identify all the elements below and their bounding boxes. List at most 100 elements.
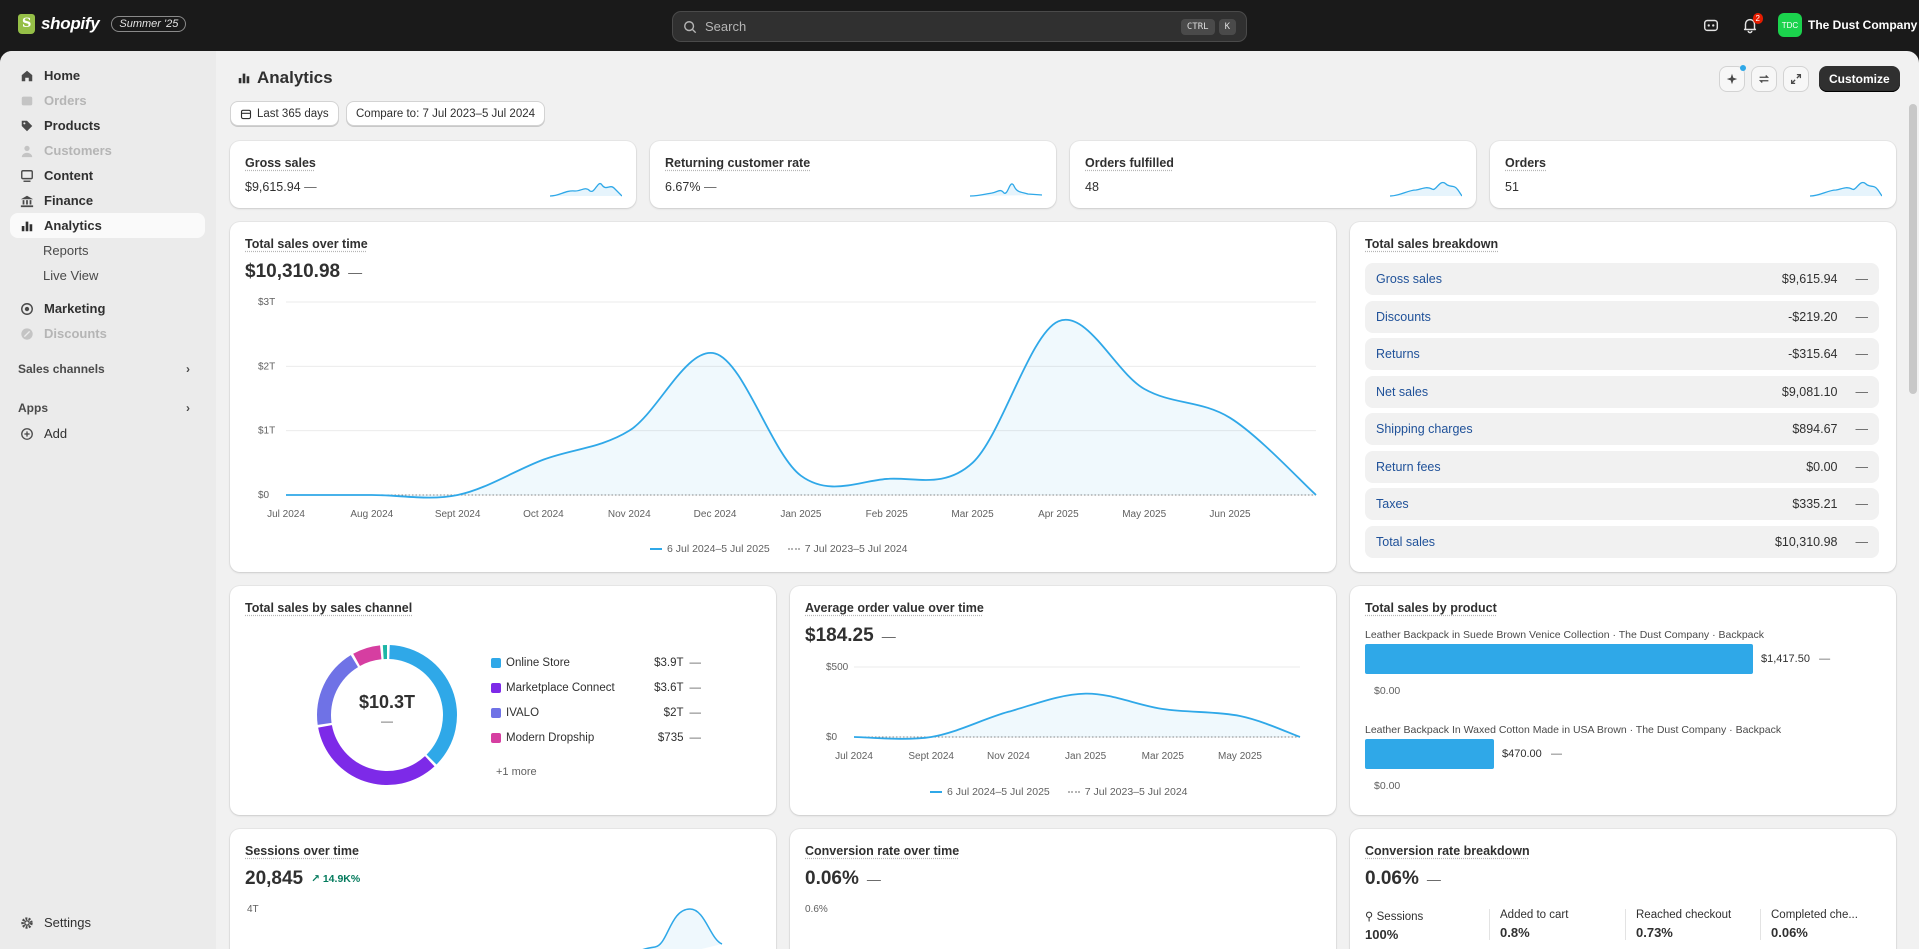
- sidebar-item-add[interactable]: Add: [10, 421, 205, 446]
- sidebar-sub-reports[interactable]: Reports: [43, 243, 89, 258]
- sales-by-channel-card[interactable]: Total sales by sales channel $10.3T — On…: [230, 586, 776, 815]
- x-axis-tick: Jul 2024: [835, 751, 873, 762]
- kpi-card-gross-sales[interactable]: Gross sales $9,615.94 —: [230, 141, 636, 208]
- notifications-bell-icon[interactable]: 2: [1741, 13, 1763, 36]
- breakdown-row[interactable]: Discounts -$219.20 —: [1365, 300, 1879, 333]
- channel-value: $3.9T: [654, 657, 684, 669]
- card-title: Total sales by product: [1365, 601, 1497, 615]
- sidebar-item-settings[interactable]: Settings: [10, 910, 205, 935]
- page-scrollbar[interactable]: [1909, 104, 1917, 394]
- total-sales-chart-card[interactable]: Total sales over time $10,310.98— $0 $1T $…: [230, 222, 1336, 572]
- sales-channels-label: Sales channels: [18, 362, 105, 376]
- sidebar-item-customers[interactable]: Customers: [10, 138, 205, 163]
- kpi-value: 51: [1505, 180, 1519, 194]
- donut-slice[interactable]: [317, 655, 359, 725]
- shopify-logo[interactable]: shopify Summer '25: [18, 14, 187, 34]
- sales-by-product-card[interactable]: Total sales by product Leather Backpack …: [1350, 586, 1896, 815]
- sidebar-item-finance[interactable]: Finance: [10, 188, 205, 213]
- channel-legend-item[interactable]: Modern Dropship $735 —: [491, 732, 701, 744]
- kpi-sparkline: [970, 183, 1042, 197]
- x-axis-tick: Sept 2024: [435, 509, 481, 520]
- breakdown-label[interactable]: Total sales: [1376, 534, 1436, 549]
- kpi-card-orders[interactable]: Orders 51: [1490, 141, 1896, 208]
- channel-legend-item[interactable]: Marketplace Connect $3.6T —: [491, 682, 701, 694]
- sidebar-item-products[interactable]: Products: [10, 113, 205, 138]
- breakdown-row[interactable]: Gross sales $9,615.94 —: [1365, 263, 1879, 295]
- product-bar[interactable]: [1365, 644, 1753, 674]
- kpi-card-returning-customer-rate[interactable]: Returning customer rate 6.67% —: [650, 141, 1056, 208]
- chevron-right-icon: ›: [186, 401, 190, 415]
- sidebar-item-content[interactable]: Content: [10, 163, 205, 188]
- page-title: Analytics: [237, 68, 333, 88]
- legend-current[interactable]: 6 Jul 2024–5 Jul 2025: [930, 786, 1050, 798]
- donut-slice[interactable]: [389, 645, 457, 765]
- donut-slice[interactable]: [382, 645, 387, 660]
- y-axis-tick: $1T: [258, 426, 275, 437]
- sidebar-sales-channels[interactable]: Sales channels ›: [18, 362, 190, 376]
- channel-legend-item[interactable]: Online Store $3.9T —: [491, 657, 701, 669]
- breakdown-row[interactable]: Total sales $10,310.98 —: [1365, 525, 1879, 558]
- breakdown-change: —: [1855, 459, 1869, 474]
- plus-circle-icon: [21, 427, 33, 440]
- breakdown-label[interactable]: Discounts: [1376, 309, 1431, 324]
- breakdown-label[interactable]: Shipping charges: [1376, 422, 1473, 436]
- sparkle-icon: [1726, 73, 1738, 85]
- sidebar-item-home[interactable]: Home: [10, 63, 205, 88]
- breakdown-label[interactable]: Net sales: [1376, 384, 1429, 399]
- donut-slice[interactable]: [353, 645, 382, 666]
- sidebar-item-discounts[interactable]: Discounts: [10, 321, 205, 346]
- product-bar[interactable]: [1365, 739, 1494, 769]
- sidebar: Home Orders Products Customers Content F…: [0, 51, 216, 949]
- conversion-chart-card[interactable]: Conversion rate over time 0.06% — 0.6%: [790, 829, 1336, 949]
- breakdown-label[interactable]: Taxes: [1376, 497, 1409, 511]
- product-value: $470.00 —: [1502, 748, 1562, 760]
- aov-value: $184.25—: [805, 625, 896, 646]
- legend-previous[interactable]: 7 Jul 2023–5 Jul 2024: [1067, 786, 1188, 798]
- breakdown-value: $9,081.10: [1781, 384, 1838, 399]
- search-bar[interactable]: Search CTRL K: [672, 11, 1247, 42]
- sessions-chart-card[interactable]: Sessions over time 20,845 ↗ 14.9K% 4T: [230, 829, 776, 949]
- compare-picker[interactable]: Compare to: 7 Jul 2023–5 Jul 2024: [346, 101, 546, 126]
- breakdown-value: -$315.64: [1788, 347, 1838, 361]
- breakdown-label[interactable]: Gross sales: [1376, 272, 1442, 286]
- breakdown-label[interactable]: Return fees: [1376, 459, 1441, 474]
- refresh-button[interactable]: [1751, 66, 1777, 92]
- fullscreen-button[interactable]: [1783, 66, 1809, 92]
- insights-button[interactable]: [1719, 65, 1746, 92]
- sidebar-item-analytics[interactable]: Analytics: [10, 213, 205, 238]
- channel-legend-item[interactable]: IVALO $2T —: [491, 707, 701, 719]
- notification-count-badge: 2: [1752, 13, 1763, 24]
- date-range-picker[interactable]: Last 365 days: [230, 101, 339, 126]
- assistant-icon[interactable]: [1702, 16, 1722, 36]
- kpi-card-orders-fulfilled[interactable]: Orders fulfilled 48: [1070, 141, 1476, 208]
- sidebar-apps[interactable]: Apps ›: [18, 401, 190, 415]
- channel-name: Online Store: [506, 657, 570, 669]
- customize-button[interactable]: Customize: [1819, 66, 1900, 92]
- legend-current[interactable]: 6 Jul 2024–5 Jul 2025: [650, 543, 770, 555]
- breakdown-row[interactable]: Returns -$315.64 —: [1365, 338, 1879, 370]
- breakdown-row[interactable]: Taxes $335.21 —: [1365, 488, 1879, 520]
- target-icon: [21, 302, 33, 315]
- legend-more-link[interactable]: +1 more: [496, 766, 537, 778]
- sidebar-item-label: Add: [44, 426, 68, 441]
- calendar-icon: [240, 109, 252, 119]
- breakdown-label[interactable]: Returns: [1376, 347, 1420, 361]
- store-menu[interactable]: TDC The Dust Company: [1778, 13, 1917, 37]
- breakdown-row[interactable]: Shipping charges $894.67 —: [1365, 413, 1879, 445]
- sidebar-item-marketing[interactable]: Marketing: [10, 296, 205, 321]
- legend-previous[interactable]: 7 Jul 2023–5 Jul 2024: [787, 543, 908, 555]
- donut-slice[interactable]: [318, 725, 435, 785]
- search-placeholder: Search: [705, 19, 747, 34]
- sidebar-item-orders[interactable]: Orders: [10, 88, 205, 113]
- sidebar-sub-live-view[interactable]: Live View: [43, 268, 99, 283]
- donut-center-dash: —: [381, 714, 393, 728]
- breakdown-row[interactable]: Net sales $9,081.10 —: [1365, 375, 1879, 408]
- aov-chart-card[interactable]: Average order value over time $184.25— $…: [790, 586, 1336, 815]
- edition-badge[interactable]: Summer '25: [111, 16, 187, 32]
- x-axis-tick: Jan 2025: [780, 509, 822, 520]
- channel-value: $3.6T: [654, 682, 684, 694]
- apps-label: Apps: [18, 401, 48, 415]
- conversion-breakdown-card[interactable]: Conversion rate breakdown 0.06% — ⚲ Sessi…: [1350, 829, 1896, 949]
- breakdown-row[interactable]: Return fees $0.00 —: [1365, 450, 1879, 483]
- series-current-line: [853, 692, 1301, 740]
